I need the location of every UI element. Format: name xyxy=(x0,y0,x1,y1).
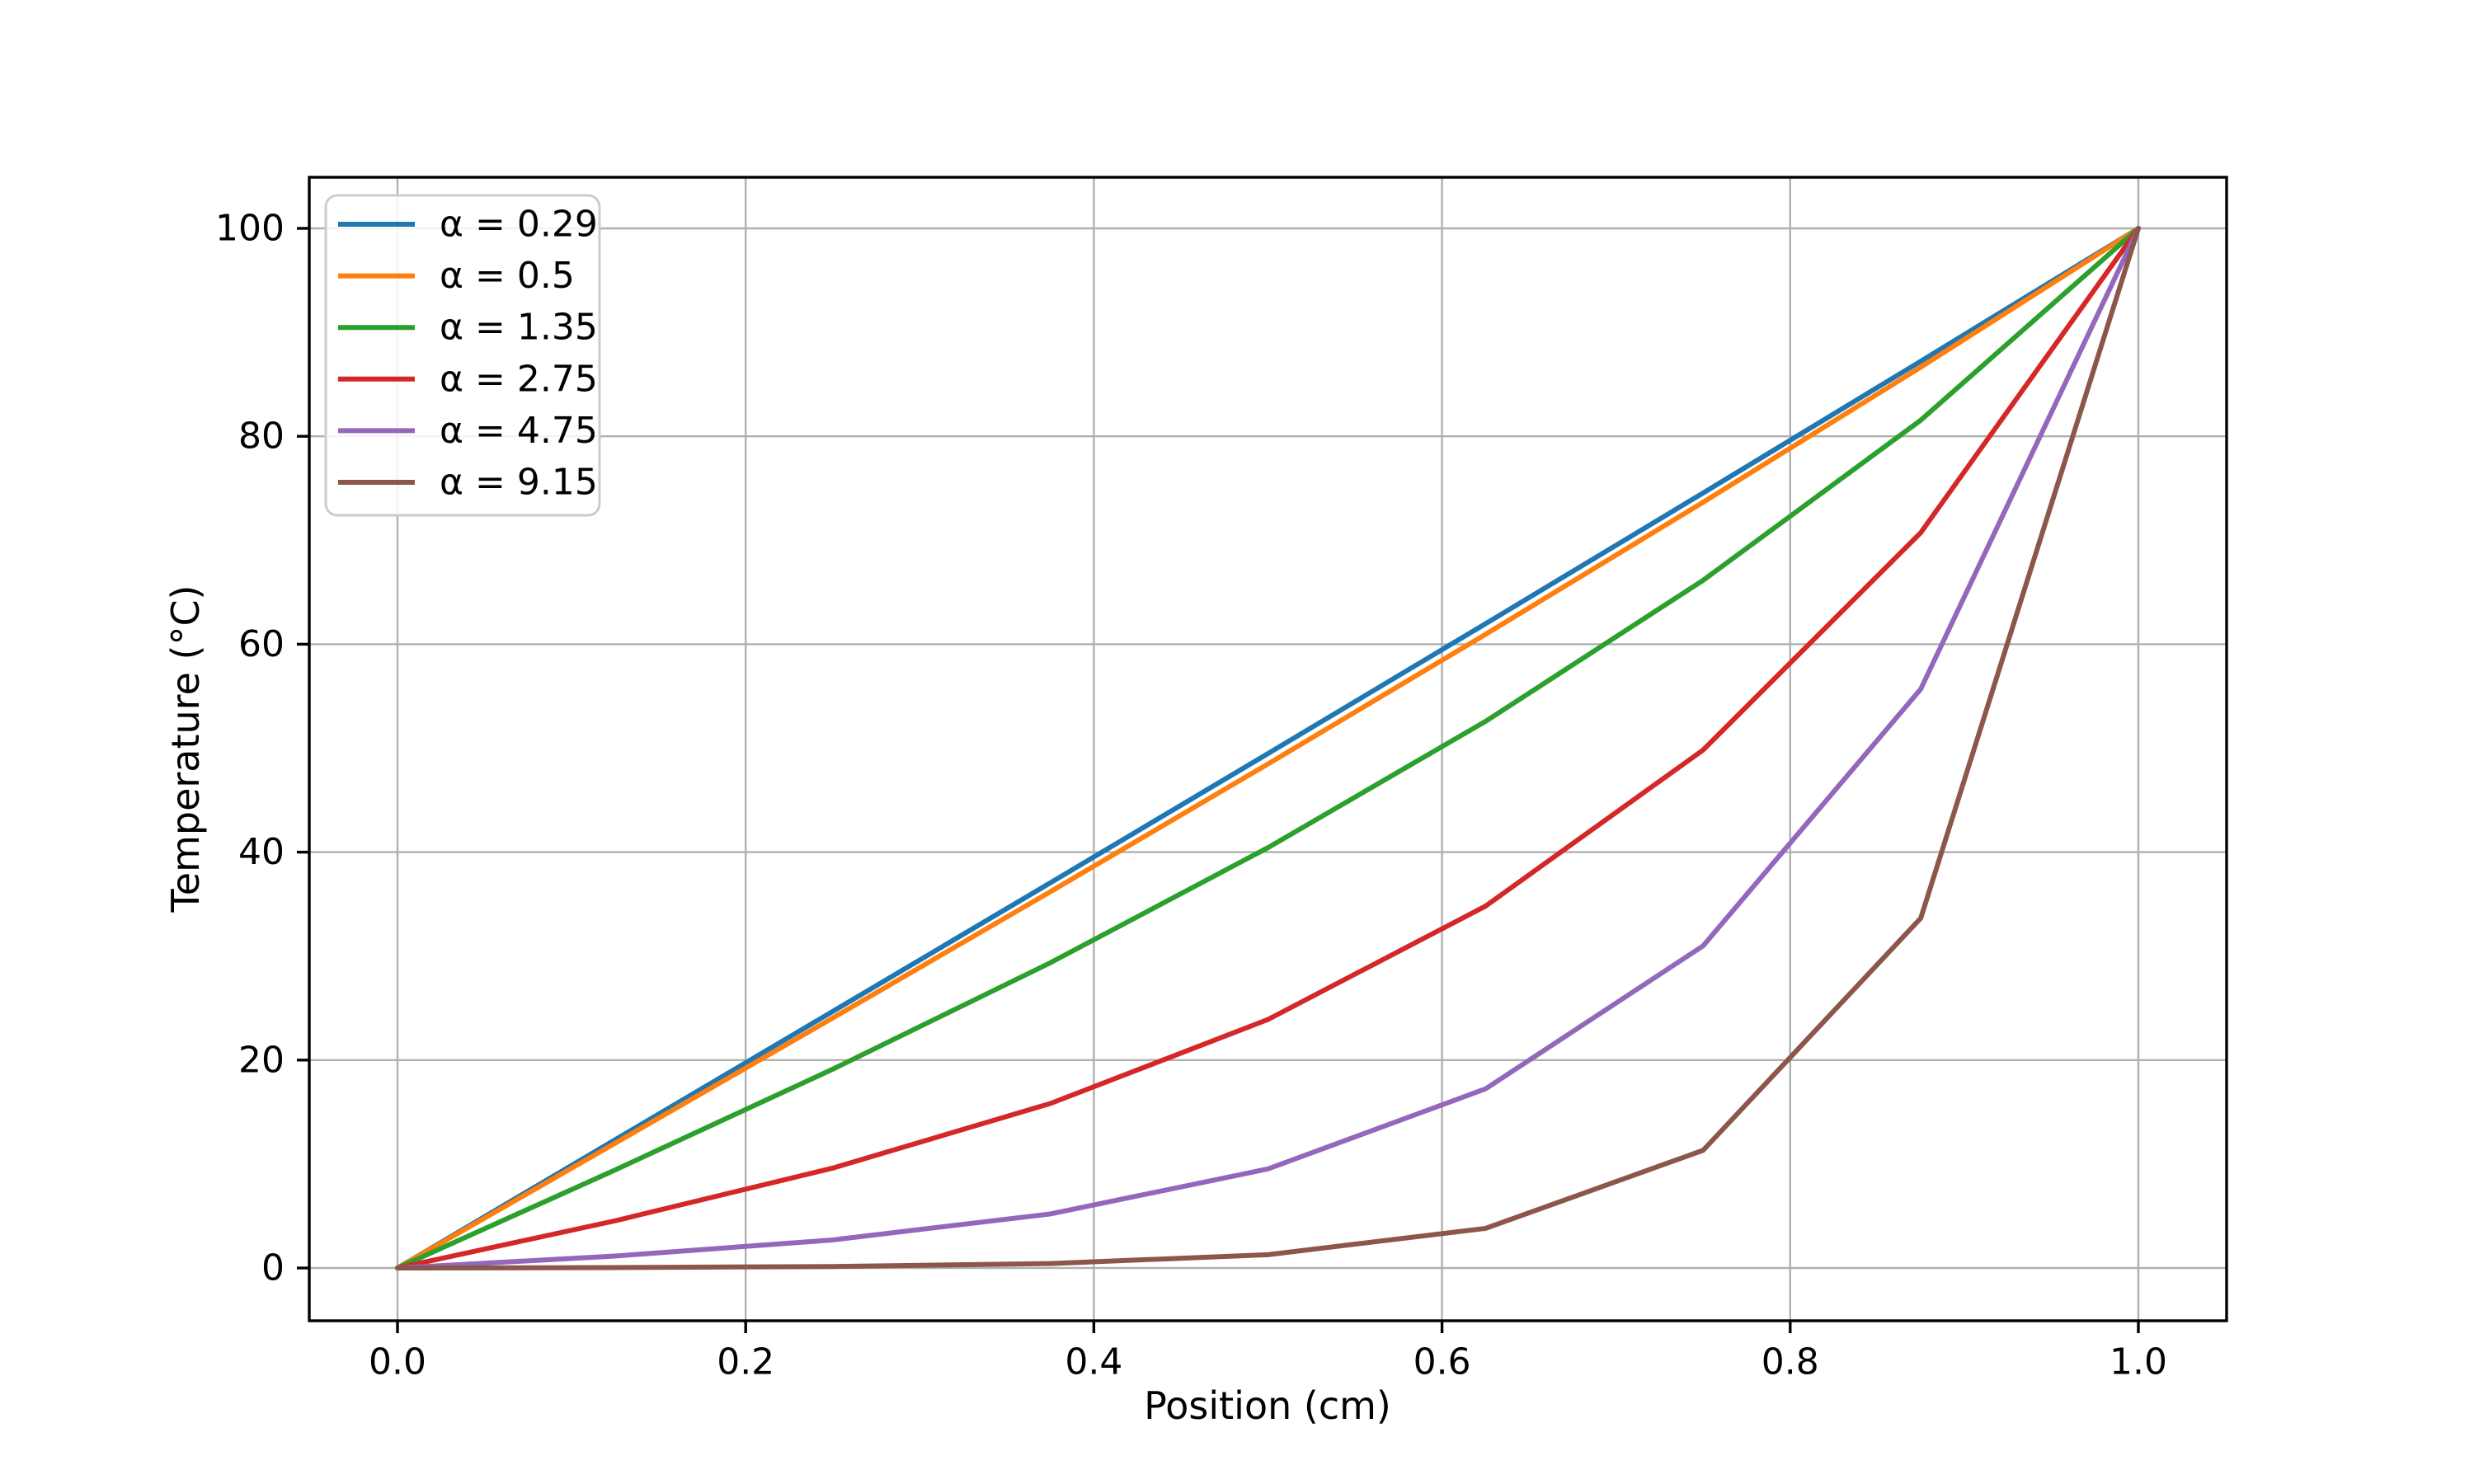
x-tick-label: 0.2 xyxy=(717,1341,774,1383)
legend-entry: α = 0.29 xyxy=(338,204,598,246)
x-tick-label: 0.8 xyxy=(1761,1341,1819,1383)
x-tick-label: 1.0 xyxy=(2109,1341,2167,1383)
series-line xyxy=(395,226,2141,1270)
axes-spines xyxy=(308,176,2228,1322)
legend-label: α = 0.29 xyxy=(440,204,598,246)
legend-label: α = 4.75 xyxy=(440,410,598,452)
series-line xyxy=(395,226,2141,1270)
legend-label: α = 1.35 xyxy=(440,307,598,349)
legend-label: α = 0.5 xyxy=(440,255,575,297)
axis-ticks xyxy=(297,227,2140,1333)
y-tick-label: 40 xyxy=(238,831,285,873)
tick-labels: 0.0 0.2 0.4 0.6 0.8 1.0 0 20 40 60 80 100 xyxy=(215,208,2167,1383)
legend-entry: α = 1.35 xyxy=(338,307,598,349)
axes-box xyxy=(308,176,2228,1322)
legend-label: α = 9.15 xyxy=(440,462,598,504)
y-tick-label: 100 xyxy=(215,208,285,250)
y-tick-label: 80 xyxy=(238,416,285,458)
x-tick-label: 0.6 xyxy=(1413,1341,1471,1383)
x-tick-label: 0.4 xyxy=(1065,1341,1122,1383)
series-line xyxy=(395,226,2141,1270)
series-line xyxy=(395,226,2141,1270)
x-tick-label: 0.0 xyxy=(369,1341,426,1383)
x-axis-label: Position (cm) xyxy=(1144,1383,1391,1428)
y-tick-label: 20 xyxy=(238,1039,285,1081)
series-lines xyxy=(395,226,2141,1270)
legend-entry: α = 2.75 xyxy=(338,358,598,400)
y-tick-label: 60 xyxy=(238,623,285,665)
legend-entry: α = 0.5 xyxy=(338,255,575,297)
series-line xyxy=(395,226,2141,1270)
legend-entry: α = 9.15 xyxy=(338,462,598,504)
legend: α = 0.29 α = 0.5 α = 1.35 α = 2.75 α = 4.75 α… xyxy=(324,194,601,517)
y-axis-label: Temperature (°C) xyxy=(163,585,208,913)
series-line xyxy=(395,226,2141,1270)
legend-entry: α = 4.75 xyxy=(338,410,598,452)
y-tick-label: 0 xyxy=(261,1247,285,1289)
legend-label: α = 2.75 xyxy=(440,358,598,400)
